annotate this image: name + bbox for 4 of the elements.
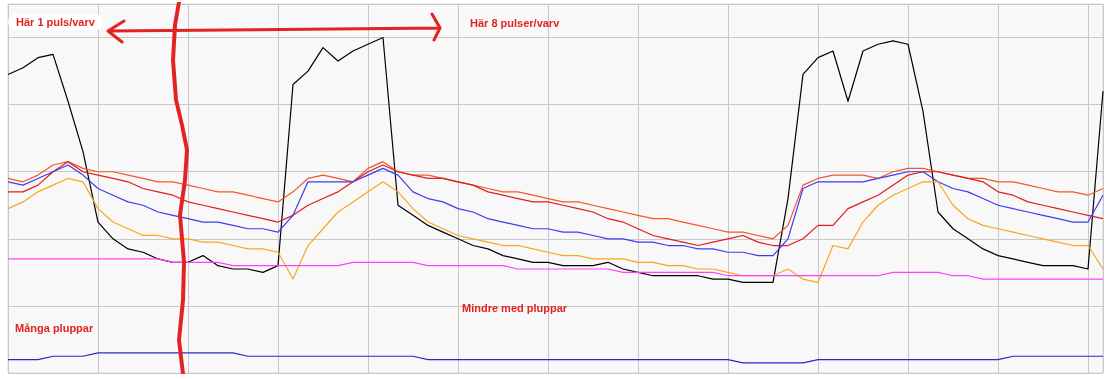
annotation: Mindre med pluppar xyxy=(462,302,568,314)
text: Här 1 puls/varv xyxy=(8,14,103,30)
text: Här 8 pulser/varv xyxy=(470,17,560,29)
annotation: Många pluppar xyxy=(15,322,94,334)
